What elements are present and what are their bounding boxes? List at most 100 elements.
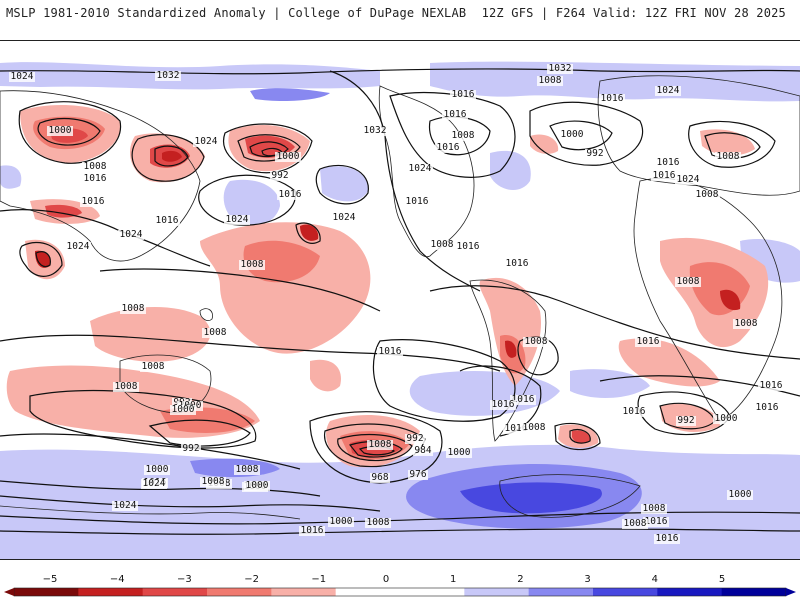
isobar-label: 1008 — [523, 422, 546, 433]
isobar-label: 1008 — [624, 518, 647, 529]
isobar-label: 1000 — [561, 129, 584, 140]
isobar-label-bg — [120, 304, 146, 314]
isobar-label-bg — [523, 337, 549, 347]
isobar-label: 1024 — [120, 229, 143, 240]
isobar-label: 1008 — [369, 439, 392, 450]
isobar-label-bg — [239, 260, 265, 270]
isobar-label: 1016 — [601, 93, 624, 104]
isobar-label: 1000 — [146, 464, 169, 475]
isobar-label: 1008 — [525, 336, 548, 347]
isobar-label-bg — [408, 470, 428, 480]
isobar-label: 968 — [371, 472, 388, 483]
isobar-label-bg — [754, 403, 780, 413]
isobar-label-bg — [537, 76, 563, 86]
isobar-label-bg — [193, 137, 219, 147]
isobar-label: 992 — [271, 170, 288, 181]
isobar-label-bg — [450, 90, 476, 100]
isobar-label: 1016 — [379, 346, 402, 357]
isobar-label-bg — [413, 446, 433, 456]
anomaly-colorbar: −5 −4 −3 −2 −1 0 1 2 3 4 5 — [4, 574, 796, 597]
isobar-label: 1024 — [143, 478, 166, 489]
isobar-label-bg — [654, 534, 680, 544]
isobar-label-bg — [655, 86, 681, 96]
isobar-label: 1016 — [406, 196, 429, 207]
colorbar-ticks: −5 −4 −3 −2 −1 0 1 2 3 4 5 — [43, 574, 726, 585]
isobar-label: 992 — [586, 148, 603, 159]
isobar-label: 1016 — [512, 394, 535, 405]
isobar-label: 1016 — [279, 189, 302, 200]
colorbar-swatch — [271, 588, 337, 596]
isobar-label-bg — [621, 407, 647, 417]
isobar-label: 1008 — [204, 327, 227, 338]
isobar-label: 1016 — [760, 380, 783, 391]
colorbar-tick-label: 4 — [652, 574, 658, 585]
isobar-label-bg — [407, 164, 433, 174]
isobar-label: 1008 — [84, 161, 107, 172]
isobar-label-bg — [140, 362, 166, 372]
isobar-label-bg — [675, 277, 701, 287]
isobar-label: 1016 — [84, 173, 107, 184]
isobar-label-bg — [455, 242, 481, 252]
isobar-label: 1008 — [367, 517, 390, 528]
colorbar-tick-label: −3 — [177, 574, 192, 585]
isobar-label-bg — [559, 130, 585, 140]
isobar-label-bg — [155, 71, 181, 81]
colorbar-tick-label: 2 — [517, 574, 523, 585]
colorbar-swatch — [464, 588, 530, 596]
colorbar-high-arrow — [786, 588, 796, 596]
isobar-label-bg — [270, 171, 290, 181]
isobar-label-bg — [715, 152, 741, 162]
isobar-label: 1016 — [82, 196, 105, 207]
isobar-label-bg — [234, 465, 260, 475]
isobar-label: 1016 — [656, 533, 679, 544]
map-title: MSLP 1981-2010 Standardized Anomaly | Co… — [6, 6, 467, 20]
isobar-label: 1032 — [364, 125, 387, 136]
isobar-label: 1008 — [735, 318, 758, 329]
isobar-label-bg — [446, 448, 472, 458]
isobar-label-bg — [490, 400, 516, 410]
negative-anomaly-shading — [6, 105, 769, 468]
colorbar-swatch — [207, 588, 272, 596]
isobar-label-bg — [181, 444, 201, 454]
colorbar-swatch — [400, 588, 465, 596]
isobar-label: 1016 — [756, 402, 779, 413]
isobar-label: 1008 — [643, 503, 666, 514]
isobar-label: 1016 — [457, 241, 480, 252]
isobar-label-bg — [112, 501, 138, 511]
isobar-label-bg — [118, 230, 144, 240]
isobar-label: 1024 — [657, 85, 680, 96]
isobar-label: 1024 — [114, 500, 137, 511]
isobar-label-bg — [675, 175, 701, 185]
isobar-label-bg — [377, 347, 403, 357]
isobar-label: 1008 — [696, 189, 719, 200]
isobar-label-bg — [733, 319, 759, 329]
isobar-label: 1008 — [115, 381, 138, 392]
isobar-label: 1016 — [506, 258, 529, 269]
isobar-label: 1016 — [637, 336, 660, 347]
isobar-label-bg — [622, 519, 648, 529]
isobar-label: 1016 — [645, 516, 668, 527]
isobar-label: 1024 — [409, 163, 432, 174]
isobar-label-bg — [370, 473, 390, 483]
isobar-label-bg — [144, 465, 170, 475]
isobar-label: 1008 — [717, 151, 740, 162]
isobar-label-bg — [694, 190, 720, 200]
isobar-label: 1000 — [330, 516, 353, 527]
isobar-label-bg — [450, 131, 476, 141]
isobar-label-bg — [599, 94, 625, 104]
isobar-label: 1016 — [444, 109, 467, 120]
isobar-label: 1024 — [333, 212, 356, 223]
coastlines — [0, 75, 800, 520]
isobar-label-bg — [435, 143, 461, 153]
isobar-label-bg — [65, 242, 91, 252]
isobar-label: 1008 — [202, 476, 225, 487]
isobar-label: 1016 — [301, 525, 324, 536]
isobar-label-bg — [200, 477, 226, 487]
isobar-label: 992 — [677, 415, 694, 426]
isobar-label-bg — [47, 126, 73, 136]
colorbar-low-arrow — [4, 588, 14, 596]
anomaly-map: 1024 103210321008101610241016101610081000… — [0, 61, 800, 559]
isobar-label-bg — [141, 479, 167, 489]
isobar-label-bg — [635, 337, 661, 347]
isobar-label-bg — [328, 517, 354, 527]
